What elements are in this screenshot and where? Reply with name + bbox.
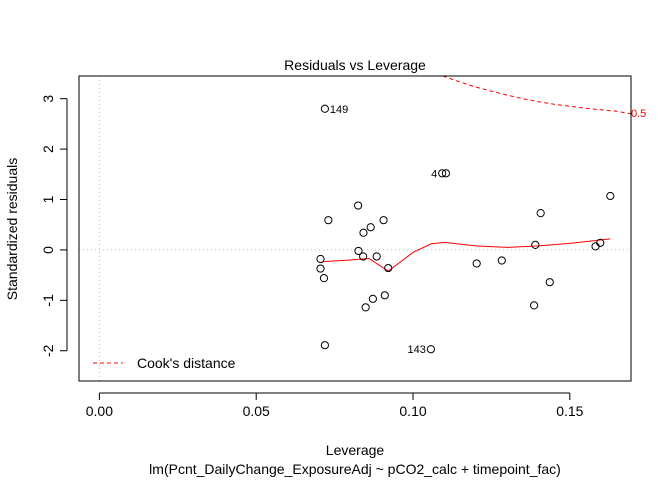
data-point xyxy=(438,169,447,178)
x-tick-label: 0.15 xyxy=(556,403,583,419)
x-axis: 0.00 0.05 0.10 0.15 xyxy=(86,392,584,419)
cooks-distance-curve-layer xyxy=(442,75,632,115)
data-point xyxy=(359,252,368,261)
data-point xyxy=(324,216,333,225)
cooks-curve-label: 0.5 xyxy=(631,108,646,120)
y-tick-label: 3 xyxy=(40,95,56,103)
data-point xyxy=(372,252,381,261)
data-point xyxy=(368,294,377,303)
smoother-line xyxy=(320,238,611,272)
smoother-line-layer xyxy=(320,238,611,272)
data-point xyxy=(354,201,363,210)
point-labels-layer: 149 4 143 xyxy=(330,104,437,356)
x-tick-label: 0.10 xyxy=(399,403,426,419)
data-point xyxy=(361,303,370,312)
plot-area: 149 4 143 xyxy=(79,75,632,381)
data-point xyxy=(531,240,540,249)
y-tick-label: 1 xyxy=(40,195,56,203)
y-tick-label: -1 xyxy=(40,294,56,307)
point-label: 149 xyxy=(330,104,348,116)
point-label: 143 xyxy=(408,344,426,356)
data-point xyxy=(529,301,539,310)
data-point xyxy=(316,254,325,264)
y-axis: -2 -1 0 1 2 3 xyxy=(40,95,68,357)
plot-frame xyxy=(78,75,632,382)
x-tick-label: 0.00 xyxy=(86,403,113,419)
cooks-distance-curve xyxy=(442,75,632,115)
data-points-layer xyxy=(316,104,615,354)
data-point xyxy=(366,223,375,232)
data-point xyxy=(320,341,329,350)
data-point xyxy=(545,278,554,287)
y-tick-label: 2 xyxy=(40,145,56,153)
data-point xyxy=(359,228,368,237)
data-point xyxy=(384,263,393,273)
data-point xyxy=(606,191,615,201)
y-axis-label: Standardized residuals xyxy=(4,158,20,300)
chart-subtitle: lm(Pcnt_DailyChange_ExposureAdj ~ pCO2_c… xyxy=(149,461,561,477)
y-tick-label: -2 xyxy=(40,344,56,357)
data-point xyxy=(320,104,329,113)
data-point xyxy=(354,246,363,256)
y-tick-label: 0 xyxy=(40,246,56,254)
chart-title: Residuals vs Leverage xyxy=(284,57,426,73)
data-point xyxy=(426,345,435,354)
data-point xyxy=(536,209,545,218)
data-point xyxy=(319,274,329,283)
point-label: 4 xyxy=(431,168,437,180)
data-point xyxy=(441,169,451,178)
data-point xyxy=(472,259,481,268)
data-point xyxy=(497,256,506,265)
data-point xyxy=(316,264,325,273)
legend: Cook's distance xyxy=(93,355,236,371)
x-axis-label: Leverage xyxy=(326,442,385,458)
data-point xyxy=(379,216,388,225)
legend-label-cooks-distance: Cook's distance xyxy=(137,355,236,371)
x-tick-label: 0.05 xyxy=(243,403,270,419)
data-point xyxy=(591,242,600,251)
data-point xyxy=(380,291,389,300)
